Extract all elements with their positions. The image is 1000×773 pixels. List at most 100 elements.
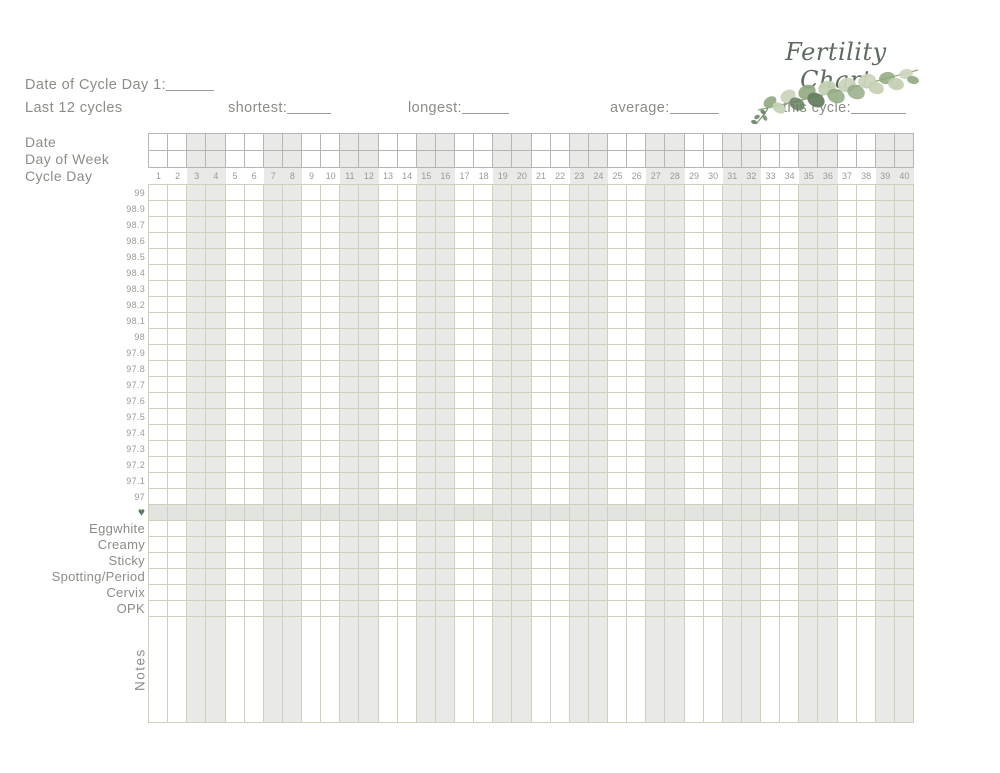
tracking-cell[interactable] [703,537,723,553]
date-dayofweek-cell[interactable] [665,134,685,151]
temperature-cell[interactable] [321,377,341,393]
temperature-cell[interactable] [837,393,857,409]
temperature-cell[interactable] [321,345,341,361]
tracking-cell[interactable] [569,601,589,617]
temperature-cell[interactable] [416,457,436,473]
temperature-cell[interactable] [263,489,283,505]
temperature-cell[interactable] [608,473,628,489]
tracking-cell[interactable] [531,521,551,537]
temperature-cell[interactable] [588,441,608,457]
temperature-cell[interactable] [340,409,360,425]
tracking-cell[interactable] [894,585,914,601]
temperature-cell[interactable] [474,409,494,425]
temperature-cell[interactable] [435,457,455,473]
tracking-cell[interactable] [455,521,475,537]
temperature-cell[interactable] [378,361,398,377]
temperature-cell[interactable] [588,217,608,233]
tracking-cell[interactable] [818,601,838,617]
tracking-cell[interactable] [894,569,914,585]
temperature-cell[interactable] [321,441,341,457]
temperature-cell[interactable] [665,441,685,457]
temperature-cell[interactable] [684,313,704,329]
temperature-cell[interactable] [761,457,781,473]
temperature-cell[interactable] [302,217,322,233]
temperature-cell[interactable] [665,297,685,313]
temperature-cell[interactable] [282,265,302,281]
temperature-cell[interactable] [397,265,417,281]
temperature-cell[interactable] [168,329,188,345]
date-dayofweek-cell[interactable] [263,134,283,151]
temperature-cell[interactable] [646,393,666,409]
date-dayofweek-cell[interactable] [799,134,819,151]
temperature-cell[interactable] [168,249,188,265]
temperature-cell[interactable] [474,425,494,441]
temperature-cell[interactable] [206,393,226,409]
temperature-cell[interactable] [531,409,551,425]
date-dayofweek-cell[interactable] [531,134,551,151]
temperature-cell[interactable] [588,329,608,345]
temperature-cell[interactable] [435,425,455,441]
temperature-cell[interactable] [722,281,742,297]
date-dayofweek-cell[interactable] [397,151,417,168]
tracking-cell[interactable] [493,569,513,585]
date-dayofweek-cell[interactable] [302,134,322,151]
temperature-cell[interactable] [569,281,589,297]
notes-cell[interactable] [416,617,436,723]
temperature-cell[interactable] [187,361,207,377]
temperature-cell[interactable] [799,473,819,489]
tracking-cell[interactable] [722,553,742,569]
temperature-cell[interactable] [761,345,781,361]
temperature-cell[interactable] [875,425,895,441]
date-dayofweek-cell[interactable] [378,134,398,151]
temperature-cell[interactable] [894,441,914,457]
temperature-cell[interactable] [359,185,379,201]
temperature-cell[interactable] [397,217,417,233]
temperature-cell[interactable] [569,201,589,217]
temperature-cell[interactable] [741,297,761,313]
temperature-cell[interactable] [780,457,800,473]
temperature-cell[interactable] [168,393,188,409]
temperature-cell[interactable] [894,185,914,201]
temperature-cell[interactable] [282,393,302,409]
temperature-cell[interactable] [684,249,704,265]
temperature-cell[interactable] [703,345,723,361]
temperature-cell[interactable] [627,329,647,345]
tracking-cell[interactable] [493,601,513,617]
tracking-cell[interactable] [608,521,628,537]
date-dayofweek-cell[interactable] [894,134,914,151]
intercourse-cell[interactable] [703,505,723,521]
temperature-cell[interactable] [416,233,436,249]
temperature-cell[interactable] [531,297,551,313]
temperature-cell[interactable] [168,265,188,281]
temperature-cell[interactable] [187,409,207,425]
temperature-cell[interactable] [474,297,494,313]
temperature-cell[interactable] [818,201,838,217]
temperature-cell[interactable] [588,425,608,441]
temperature-cell[interactable] [378,249,398,265]
temperature-cell[interactable] [818,425,838,441]
tracking-cell[interactable] [378,569,398,585]
temperature-cell[interactable] [818,361,838,377]
temperature-cell[interactable] [435,489,455,505]
temperature-cell[interactable] [493,185,513,201]
temperature-cell[interactable] [856,313,876,329]
temperature-cell[interactable] [608,377,628,393]
tracking-cell[interactable] [875,521,895,537]
temperature-cell[interactable] [359,233,379,249]
temperature-cell[interactable] [455,457,475,473]
temperature-cell[interactable] [397,345,417,361]
temperature-cell[interactable] [741,377,761,393]
date-dayofweek-cell[interactable] [397,134,417,151]
temperature-cell[interactable] [378,265,398,281]
temperature-cell[interactable] [684,281,704,297]
temperature-cell[interactable] [359,201,379,217]
tracking-cell[interactable] [703,521,723,537]
notes-cell[interactable] [569,617,589,723]
temperature-cell[interactable] [512,249,532,265]
temperature-cell[interactable] [378,457,398,473]
tracking-cell[interactable] [627,601,647,617]
temperature-cell[interactable] [244,425,264,441]
temperature-cell[interactable] [550,185,570,201]
temperature-cell[interactable] [646,185,666,201]
notes-cell[interactable] [837,617,857,723]
